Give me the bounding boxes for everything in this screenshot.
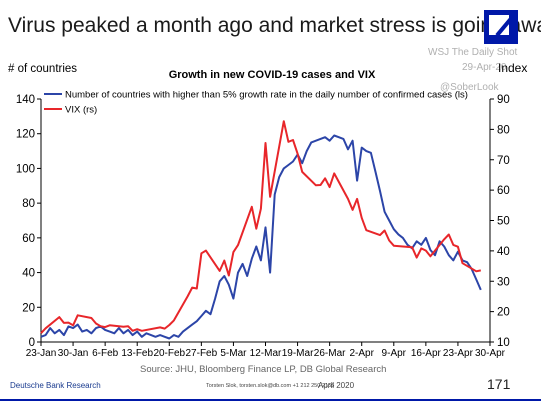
y-tick-label-right: 10 xyxy=(497,337,510,349)
legend-label-vix: VIX (rs) xyxy=(65,105,97,116)
watermark-source: WSJ The Daily Shot xyxy=(428,47,518,58)
y-tick-label-right: 60 xyxy=(497,185,510,197)
x-tick-label: 23-Jan xyxy=(26,348,57,359)
y-axis-right-label: Index xyxy=(498,61,527,75)
y-tick-label-right: 70 xyxy=(497,155,510,167)
x-tick-label: 27-Feb xyxy=(186,348,218,359)
x-tick-label: 30-Jan xyxy=(58,348,89,359)
legend-label-countries: Number of countries with higher than 5% … xyxy=(65,90,468,101)
x-tick-label: 23-Apr xyxy=(443,348,474,359)
chart-title: Growth in new COVID-19 cases and VIX xyxy=(169,69,376,81)
y-tick-label-left: 40 xyxy=(22,268,35,280)
x-tick-label: 20-Feb xyxy=(153,348,185,359)
footer-rule xyxy=(0,399,541,401)
x-tick-label: 5-Mar xyxy=(220,348,247,359)
watermark-date: 29-Apr-20 xyxy=(462,62,507,73)
series-line-countries xyxy=(40,134,482,340)
x-tick-label: 19-Mar xyxy=(282,348,314,359)
y-tick-label-right: 80 xyxy=(497,124,510,136)
footer-date: April 2020 xyxy=(318,381,355,390)
y-tick-label-right: 30 xyxy=(497,276,510,288)
y-tick-label-left: 0 xyxy=(29,337,35,349)
deutsche-bank-logo xyxy=(484,10,518,44)
y-tick-label-left: 60 xyxy=(22,233,35,245)
y-tick-label-left: 80 xyxy=(22,198,35,210)
footer-brand: Deutsche Bank Research xyxy=(10,381,101,390)
y-tick-label-left: 120 xyxy=(16,129,35,141)
footer-contact: Torsten Slok, torsten.slok@db.com +1 212… xyxy=(206,383,335,389)
x-tick-label: 12-Mar xyxy=(250,348,282,359)
x-tick-label: 30-Apr xyxy=(475,348,506,359)
y-tick-label-right: 90 xyxy=(497,94,510,106)
watermark-handle: @SoberLook xyxy=(440,82,499,93)
y-tick-label-left: 140 xyxy=(16,94,35,106)
legend: Number of countries with higher than 5% … xyxy=(44,90,468,116)
x-tick-label: 26-Mar xyxy=(314,348,346,359)
x-tick-label: 6-Feb xyxy=(92,348,119,359)
x-tick-label: 16-Apr xyxy=(411,348,442,359)
x-tick-label: 9-Apr xyxy=(382,348,407,359)
headline: Virus peaked a month ago and market stre… xyxy=(8,14,541,37)
x-tick-label: 13-Feb xyxy=(121,348,153,359)
y-axis-left-label: # of countries xyxy=(8,63,77,75)
x-tick-label: 2-Apr xyxy=(349,348,374,359)
y-tick-label-right: 40 xyxy=(497,246,510,258)
y-tick-label-left: 100 xyxy=(16,163,35,175)
series-line-vix xyxy=(40,120,481,334)
chart-source: Source: JHU, Bloomberg Finance LP, DB Gl… xyxy=(140,364,387,375)
y-tick-label-right: 20 xyxy=(497,307,510,319)
y-tick-label-left: 20 xyxy=(22,302,35,314)
y-tick-label-right: 50 xyxy=(497,216,510,228)
page-number: 171 xyxy=(487,376,511,392)
